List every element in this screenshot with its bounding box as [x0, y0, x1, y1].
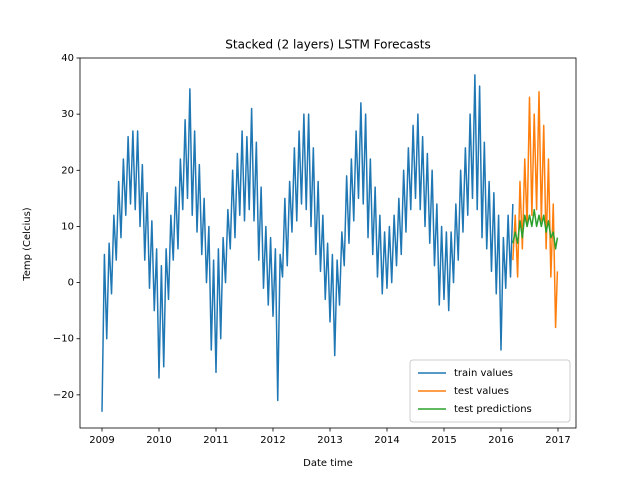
data-line [512, 90, 559, 329]
legend-label: train values [454, 368, 513, 379]
y-tick-label: 30 [61, 109, 74, 120]
y-tick-label: 10 [61, 221, 74, 232]
x-tick-label: 2016 [488, 435, 513, 446]
y-tick-label: 0 [68, 278, 74, 289]
data-line [101, 74, 514, 412]
x-tick-label: 2017 [545, 435, 570, 446]
legend: train values test values test predictions [409, 359, 571, 423]
y-tick-label: −10 [53, 334, 74, 345]
x-axis-label: Date time [303, 458, 353, 469]
legend-box [409, 359, 571, 423]
x-tick-label: 2014 [374, 435, 399, 446]
y-tick-label: −20 [53, 390, 74, 401]
legend-label: test predictions [454, 404, 532, 415]
x-tick-label: 2013 [317, 435, 342, 446]
y-axis-label: Temp (Celcius) [22, 207, 33, 281]
x-tick-label: 2009 [89, 435, 114, 446]
legend-label: test values [454, 386, 509, 397]
axes-frame [79, 57, 577, 429]
x-tick-label: 2012 [260, 435, 285, 446]
x-tick-label: 2011 [203, 435, 228, 446]
data-line [512, 208, 559, 250]
x-tick-label: 2015 [431, 435, 456, 446]
y-tick-label: 20 [61, 165, 74, 176]
y-tick-label: 40 [61, 53, 74, 64]
x-tick-label: 2010 [146, 435, 171, 446]
chart-title: Stacked (2 layers) LSTM Forecasts [225, 38, 430, 52]
